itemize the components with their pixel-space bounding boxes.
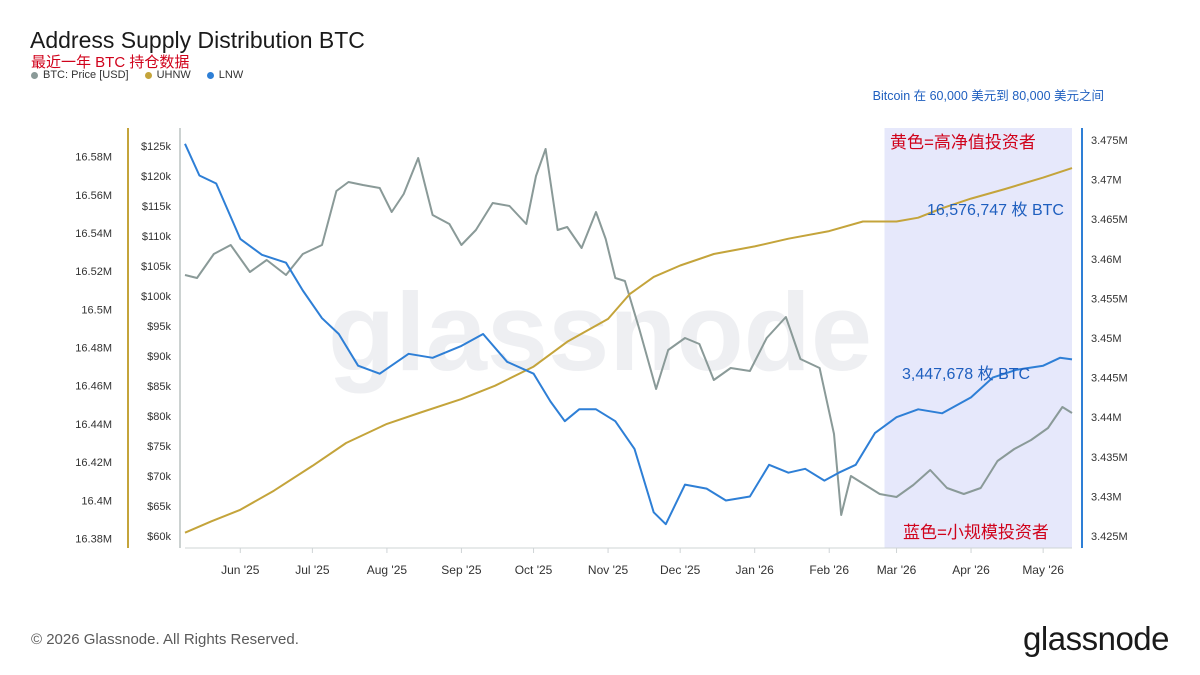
tick-label-lnw: 3.47M bbox=[1091, 175, 1122, 187]
tick-label-uhnw: 16.58M bbox=[75, 152, 112, 164]
tick-label-price: $85k bbox=[147, 381, 171, 393]
series-line-uhnw bbox=[184, 167, 1073, 534]
legend: BTC: Price [USD] UHNW LNW bbox=[31, 69, 243, 81]
tick-label-uhnw: 16.54M bbox=[75, 228, 112, 240]
x-tick-label: Oct '25 bbox=[515, 563, 553, 577]
x-tick-label: Nov '25 bbox=[588, 563, 629, 577]
legend-item-uhnw[interactable]: UHNW bbox=[144, 69, 191, 81]
tick-label-price: $95k bbox=[147, 321, 171, 333]
tick-label-price: $65k bbox=[147, 501, 171, 513]
tick-label-price: $60k bbox=[147, 531, 171, 543]
tick-label-uhnw: 16.38M bbox=[75, 533, 112, 545]
tick-label-uhnw: 16.5M bbox=[81, 304, 112, 316]
footer-copyright: © 2026 Glassnode. All Rights Reserved. bbox=[31, 631, 299, 648]
legend-label-lnw: LNW bbox=[218, 69, 244, 81]
tick-label-uhnw: 16.44M bbox=[75, 419, 112, 431]
legend-dot-uhnw bbox=[144, 71, 152, 79]
x-tick-label: Apr '26 bbox=[952, 563, 990, 577]
tick-label-lnw: 3.44M bbox=[1091, 412, 1122, 424]
series-line-price bbox=[184, 148, 1073, 516]
tick-label-uhnw: 16.46M bbox=[75, 381, 112, 393]
tick-label-uhnw: 16.56M bbox=[75, 190, 112, 202]
glassnode-logo[interactable]: glassnode bbox=[1023, 620, 1169, 657]
legend-dot-price bbox=[31, 71, 38, 79]
tick-label-uhnw: 16.48M bbox=[75, 343, 112, 355]
tick-label-lnw: 3.435M bbox=[1091, 452, 1128, 464]
legend-item-price[interactable]: BTC: Price [USD] bbox=[31, 69, 129, 81]
tick-label-lnw: 3.455M bbox=[1091, 293, 1128, 305]
tick-label-uhnw: 16.42M bbox=[75, 457, 112, 469]
tick-label-lnw: 3.45M bbox=[1091, 333, 1122, 345]
tick-label-lnw: 3.43M bbox=[1091, 491, 1122, 503]
tick-label-price: $75k bbox=[147, 441, 171, 453]
legend-item-lnw[interactable]: LNW bbox=[206, 69, 244, 81]
tick-label-lnw: 3.475M bbox=[1091, 135, 1128, 147]
tick-label-price: $105k bbox=[141, 261, 171, 273]
x-tick-label: Sep '25 bbox=[441, 563, 482, 577]
x-tick-label: Jul '25 bbox=[295, 563, 330, 577]
tick-label-lnw: 3.465M bbox=[1091, 214, 1128, 226]
x-tick-label: Mar '26 bbox=[877, 563, 917, 577]
tick-label-uhnw: 16.4M bbox=[81, 495, 112, 507]
chart-title: Address Supply Distribution BTC bbox=[30, 27, 365, 53]
tick-label-price: $70k bbox=[147, 471, 171, 483]
tick-label-price: $125k bbox=[141, 141, 171, 153]
tick-label-lnw: 3.46M bbox=[1091, 254, 1122, 266]
tick-label-price: $120k bbox=[141, 171, 171, 183]
annotation-lnw-value: 3,447,678 枚 BTC bbox=[902, 365, 1030, 383]
series-line-lnw bbox=[184, 143, 1073, 526]
legend-dot-lnw bbox=[206, 71, 214, 79]
highlight-label: Bitcoin 在 60,000 美元到 80,000 美元之间 bbox=[873, 89, 1104, 103]
x-tick-label: May '26 bbox=[1022, 563, 1064, 577]
tick-label-price: $100k bbox=[141, 291, 171, 303]
tick-label-price: $110k bbox=[142, 231, 172, 243]
legend-label-uhnw: UHNW bbox=[156, 69, 191, 81]
annotation-lnw-legend: 蓝色=小规模投资者 bbox=[903, 523, 1049, 542]
annotation-uhnw-legend: 黄色=高净值投资者 bbox=[890, 133, 1036, 152]
tick-label-price: $90k bbox=[147, 351, 171, 363]
tick-label-lnw: 3.445M bbox=[1091, 373, 1128, 385]
legend-label-price: BTC: Price [USD] bbox=[43, 69, 129, 81]
x-tick-label: Feb '26 bbox=[809, 563, 849, 577]
tick-label-price: $80k bbox=[147, 411, 171, 423]
tick-label-price: $115k bbox=[142, 201, 172, 213]
tick-label-lnw: 3.425M bbox=[1091, 531, 1128, 543]
highlight-band bbox=[884, 128, 1072, 548]
chart-subtitle: 最近一年 BTC 持仓数据 bbox=[31, 54, 190, 71]
watermark: glassnode bbox=[328, 271, 872, 394]
annotation-uhnw-value: 16,576,747 枚 BTC bbox=[927, 201, 1064, 219]
tick-label-uhnw: 16.52M bbox=[75, 266, 112, 278]
x-tick-label: Jan '26 bbox=[736, 563, 775, 577]
x-tick-label: Aug '25 bbox=[367, 563, 408, 577]
x-tick-label: Jun '25 bbox=[221, 563, 260, 577]
x-tick-label: Dec '25 bbox=[660, 563, 701, 577]
